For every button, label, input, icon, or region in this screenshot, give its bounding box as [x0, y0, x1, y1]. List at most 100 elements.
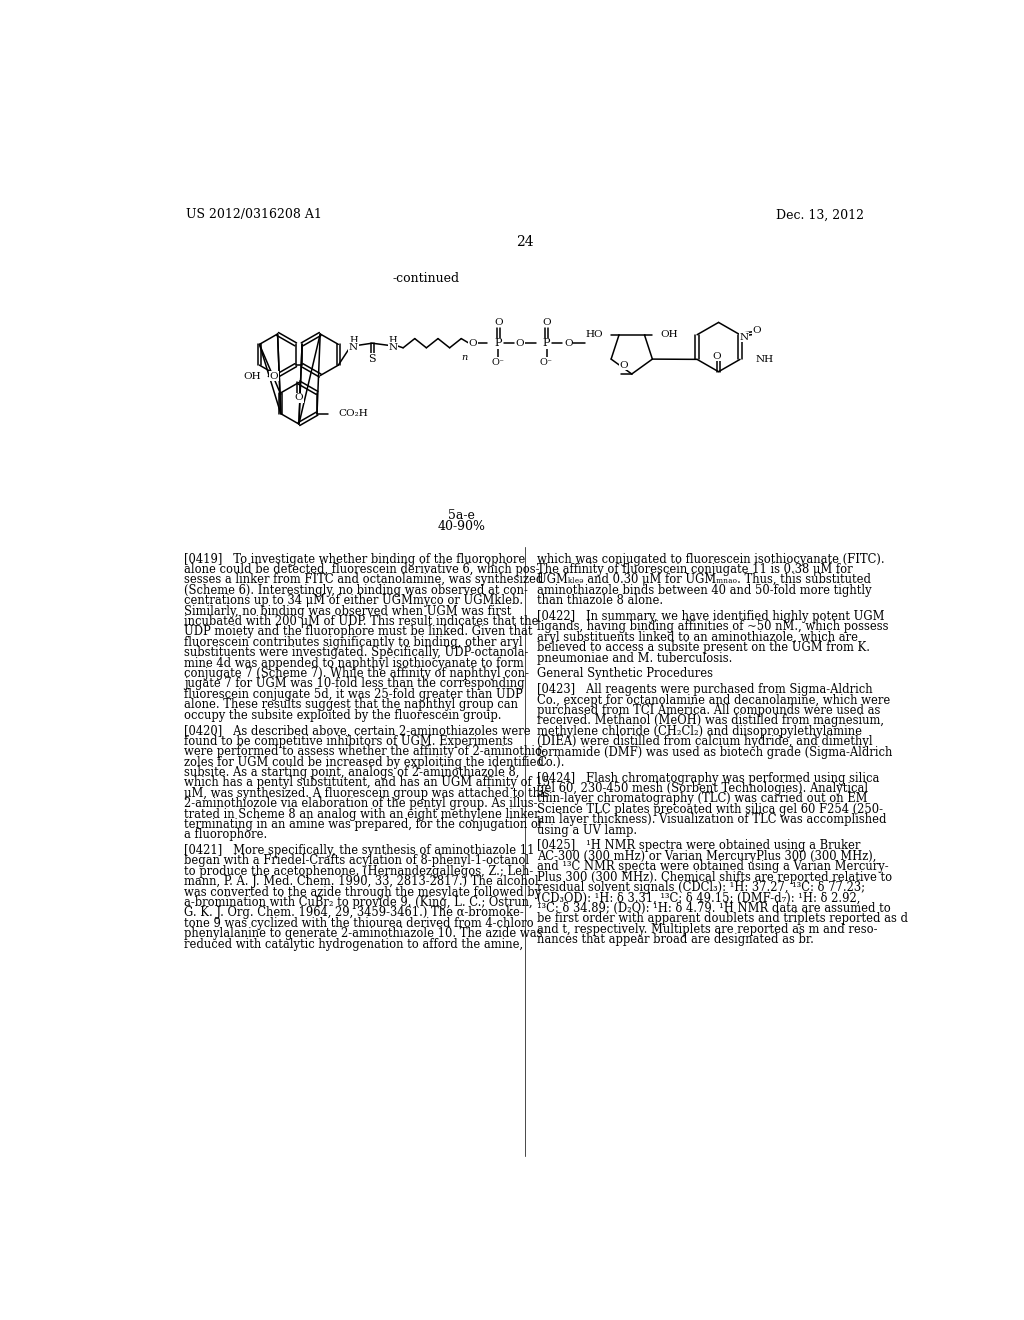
Text: fluorescein contributes significantly to binding, other aryl: fluorescein contributes significantly to…: [183, 636, 522, 649]
Text: occupy the subsite exploited by the fluorescein group.: occupy the subsite exploited by the fluo…: [183, 709, 502, 722]
Text: gel 60, 230-450 mesh (Sorbent Technologies). Analytical: gel 60, 230-450 mesh (Sorbent Technologi…: [538, 781, 868, 795]
Text: -continued: -continued: [393, 272, 460, 285]
Text: were performed to assess whether the affinity of 2-aminothio-: were performed to assess whether the aff…: [183, 744, 546, 758]
Text: ¹³C: δ 34.89; (D₂O): ¹H: δ 4.79. ¹H NMR data are assumed to: ¹³C: δ 34.89; (D₂O): ¹H: δ 4.79. ¹H NMR …: [538, 902, 891, 915]
Text: and t, respectively. Multiplets are reported as m and reso-: and t, respectively. Multiplets are repo…: [538, 923, 878, 936]
Text: Science TLC plates precoated with silica gel 60 F254 (250-: Science TLC plates precoated with silica…: [538, 803, 883, 816]
Text: a-bromination with CuBr₂ to provide 9. (King, L. C.; Ostrun,: a-bromination with CuBr₂ to provide 9. (…: [183, 896, 532, 909]
Text: jugate 7 for UGM was 10-fold less than the corresponding: jugate 7 for UGM was 10-fold less than t…: [183, 677, 524, 690]
Text: S: S: [369, 354, 376, 363]
Text: terminating in an amine was prepared, for the conjugation of: terminating in an amine was prepared, fo…: [183, 818, 542, 830]
Text: 24: 24: [516, 235, 534, 249]
Text: H: H: [389, 335, 397, 345]
Text: μM, was synthesized. A fluorescein group was attached to this: μM, was synthesized. A fluorescein group…: [183, 787, 549, 800]
Text: O: O: [295, 393, 303, 403]
Text: [0420]   As described above, certain 2-aminothiazoles were: [0420] As described above, certain 2-ami…: [183, 725, 530, 738]
Text: 2-aminothiozole via elaboration of the pentyl group. As illus-: 2-aminothiozole via elaboration of the p…: [183, 797, 538, 810]
Text: [0424]   Flash chromatography was performed using silica: [0424] Flash chromatography was performe…: [538, 772, 880, 784]
Text: residual solvent signals (CDCl₃): ¹H: 37.27, ¹³C: δ 77.23;: residual solvent signals (CDCl₃): ¹H: 37…: [538, 880, 865, 894]
Text: O⁻: O⁻: [492, 358, 505, 367]
Text: trated in Scheme 8 an analog with an eight methylene linker: trated in Scheme 8 an analog with an eig…: [183, 808, 540, 821]
Text: N: N: [739, 333, 749, 342]
Text: P: P: [543, 338, 550, 348]
Text: sesses a linker from FITC and octanolamine, was synthesized: sesses a linker from FITC and octanolami…: [183, 573, 543, 586]
Text: believed to access a subsite present on the UGM from K.: believed to access a subsite present on …: [538, 642, 870, 655]
Text: [0425]   ¹H NMR spectra were obtained using a Bruker: [0425] ¹H NMR spectra were obtained usin…: [538, 840, 860, 853]
Text: O: O: [620, 360, 628, 370]
Text: O: O: [469, 339, 477, 347]
Text: O: O: [269, 372, 278, 380]
Text: aryl substituents linked to an aminothiazole, which are: aryl substituents linked to an aminothia…: [538, 631, 858, 644]
Text: UDP moiety and the fluorophore must be linked. Given that: UDP moiety and the fluorophore must be l…: [183, 626, 532, 639]
Text: Co.).: Co.).: [538, 756, 564, 770]
Text: phenylalanine to generate 2-aminothiazole 10. The azide was: phenylalanine to generate 2-aminothiazol…: [183, 927, 543, 940]
Text: OH: OH: [660, 330, 678, 339]
Text: N: N: [349, 343, 358, 351]
Text: HO: HO: [586, 330, 603, 339]
Text: 5a-e: 5a-e: [447, 508, 475, 521]
Text: O: O: [542, 318, 551, 327]
Text: nances that appear broad are designated as br.: nances that appear broad are designated …: [538, 933, 814, 946]
Text: [0422]   In summary, we have identified highly potent UGM: [0422] In summary, we have identified hi…: [538, 610, 885, 623]
Text: (CD₃OD): ¹H: δ 3.31, ¹³C: δ 49.15; (DMF-d₇): ¹H: δ 2.92,: (CD₃OD): ¹H: δ 3.31, ¹³C: δ 49.15; (DMF-…: [538, 891, 860, 904]
Text: O: O: [753, 326, 762, 335]
Text: mann, P. A. J. Med. Chem. 1990, 33, 2813-2817.) The alcohol: mann, P. A. J. Med. Chem. 1990, 33, 2813…: [183, 875, 539, 888]
Text: conjugate 7 (Scheme 7). While the affinity of naphthyl con-: conjugate 7 (Scheme 7). While the affini…: [183, 667, 528, 680]
Text: H: H: [349, 335, 357, 345]
Text: N: N: [388, 343, 397, 351]
Text: and ¹³C NMR specta were obtained using a Varian Mercury-: and ¹³C NMR specta were obtained using a…: [538, 861, 889, 874]
Text: thin-layer chromatography (TLC) was carried out on EM: thin-layer chromatography (TLC) was carr…: [538, 792, 867, 805]
Text: a fluorophore.: a fluorophore.: [183, 829, 267, 841]
Text: Co., except for octanolamine and decanolamine, which were: Co., except for octanolamine and decanol…: [538, 693, 891, 706]
Text: 40-90%: 40-90%: [437, 520, 485, 533]
Text: μm layer thickness). Visualization of TLC was accomplished: μm layer thickness). Visualization of TL…: [538, 813, 887, 826]
Text: formamide (DMF) was used as biotech grade (Sigma-Aldrich: formamide (DMF) was used as biotech grad…: [538, 746, 893, 759]
Text: Similarly, no binding was observed when UGM was first: Similarly, no binding was observed when …: [183, 605, 511, 618]
Text: which has a pentyl substitutent, and has an UGM affinity of 15: which has a pentyl substitutent, and has…: [183, 776, 550, 789]
Text: alone could be detected, fluorescein derivative 6, which pos-: alone could be detected, fluorescein der…: [183, 564, 540, 576]
Text: which was conjugated to fluorescein isothiocyanate (FITC).: which was conjugated to fluorescein isot…: [538, 553, 885, 566]
Text: reduced with catalytic hydrogenation to afford the amine,: reduced with catalytic hydrogenation to …: [183, 937, 523, 950]
Text: substituents were investigated. Specifically, UDP-octanola-: substituents were investigated. Specific…: [183, 647, 528, 659]
Text: alone. These results suggest that the naphthyl group can: alone. These results suggest that the na…: [183, 698, 518, 711]
Text: General Synthetic Procedures: General Synthetic Procedures: [538, 668, 713, 680]
Text: G. K. J. Org. Chem. 1964, 29, 3459-3461.) The α-bromoke-: G. K. J. Org. Chem. 1964, 29, 3459-3461.…: [183, 907, 523, 920]
Text: using a UV lamp.: using a UV lamp.: [538, 824, 637, 837]
Text: (DIEA) were distilled from calcium hydride, and dimethyl: (DIEA) were distilled from calcium hydri…: [538, 735, 872, 748]
Text: O: O: [713, 352, 721, 360]
Text: found to be competitive inhibitors of UGM. Experiments: found to be competitive inhibitors of UG…: [183, 735, 513, 747]
Text: Plus 300 (300 MHz). Chemical shifts are reported relative to: Plus 300 (300 MHz). Chemical shifts are …: [538, 871, 892, 883]
Text: AC-300 (300 mHz) or Varian MercuryPlus 300 (300 MHz),: AC-300 (300 mHz) or Varian MercuryPlus 3…: [538, 850, 877, 863]
Text: subsite. As a starting point, analogs of 2-aminothiazole 8,: subsite. As a starting point, analogs of…: [183, 766, 519, 779]
Text: methylene chloride (CH₂Cl₂) and diisopropylethylamine: methylene chloride (CH₂Cl₂) and diisopro…: [538, 725, 862, 738]
Text: purchased from TCI America. All compounds were used as: purchased from TCI America. All compound…: [538, 704, 881, 717]
Text: ligands, having binding affinities of ~50 nM., which possess: ligands, having binding affinities of ~5…: [538, 620, 889, 634]
Text: NH: NH: [756, 355, 774, 364]
Text: pneumoniae and M. tuberculosis.: pneumoniae and M. tuberculosis.: [538, 652, 732, 664]
Text: to produce the acetophenone. (Hernandezgallegos, Z.; Leh-: to produce the acetophenone. (Hernandezg…: [183, 865, 534, 878]
Text: OH: OH: [243, 372, 260, 380]
Text: Dec. 13, 2012: Dec. 13, 2012: [776, 209, 864, 222]
Text: [0419]   To investigate whether binding of the fluorophore: [0419] To investigate whether binding of…: [183, 553, 525, 566]
Text: zoles for UGM could be increased by exploiting the identified: zoles for UGM could be increased by expl…: [183, 755, 544, 768]
Text: fluorescein conjugate 5d, it was 25-fold greater than UDP: fluorescein conjugate 5d, it was 25-fold…: [183, 688, 522, 701]
Text: be first order with apparent doublets and triplets reported as d: be first order with apparent doublets an…: [538, 912, 908, 925]
Text: incubated with 200 μM of UDP. This result indicates that the: incubated with 200 μM of UDP. This resul…: [183, 615, 539, 628]
Text: [0423]   All reagents were purchased from Sigma-Aldrich: [0423] All reagents were purchased from …: [538, 684, 872, 696]
Text: The affinity of fluorescein conjugate 11 is 0.38 μM for: The affinity of fluorescein conjugate 11…: [538, 564, 853, 576]
Text: P: P: [495, 338, 502, 348]
Text: US 2012/0316208 A1: US 2012/0316208 A1: [186, 209, 322, 222]
Text: began with a Friedel-Crafts acylation of 8-phenyl-1-octanol: began with a Friedel-Crafts acylation of…: [183, 854, 529, 867]
Text: O⁻: O⁻: [540, 358, 553, 367]
Text: O: O: [495, 318, 503, 327]
Text: tone 9 was cyclized with the thiourea derived from 4-chloro: tone 9 was cyclized with the thiourea de…: [183, 917, 534, 929]
Text: mine 4d was appended to naphthyl isothiocyanate to form: mine 4d was appended to naphthyl isothio…: [183, 656, 523, 669]
Text: UGMₖₗₑₔ and 0.30 μM for UGMₘₙₐₒ. Thus, this substituted: UGMₖₗₑₔ and 0.30 μM for UGMₘₙₐₒ. Thus, t…: [538, 573, 871, 586]
Text: aminothiazole binds between 40 and 50-fold more tightly: aminothiazole binds between 40 and 50-fo…: [538, 583, 871, 597]
Text: (Scheme 6). Interestingly, no binding was observed at con-: (Scheme 6). Interestingly, no binding wa…: [183, 583, 527, 597]
Text: [0421]   More specifically, the synthesis of aminothiazole 11: [0421] More specifically, the synthesis …: [183, 843, 535, 857]
Text: O: O: [564, 339, 572, 347]
Text: was converted to the azide through the mesylate followed by: was converted to the azide through the m…: [183, 886, 541, 899]
Text: than thiazole 8 alone.: than thiazole 8 alone.: [538, 594, 664, 607]
Text: received. Methanol (MeOH) was distilled from magnesium,: received. Methanol (MeOH) was distilled …: [538, 714, 884, 727]
